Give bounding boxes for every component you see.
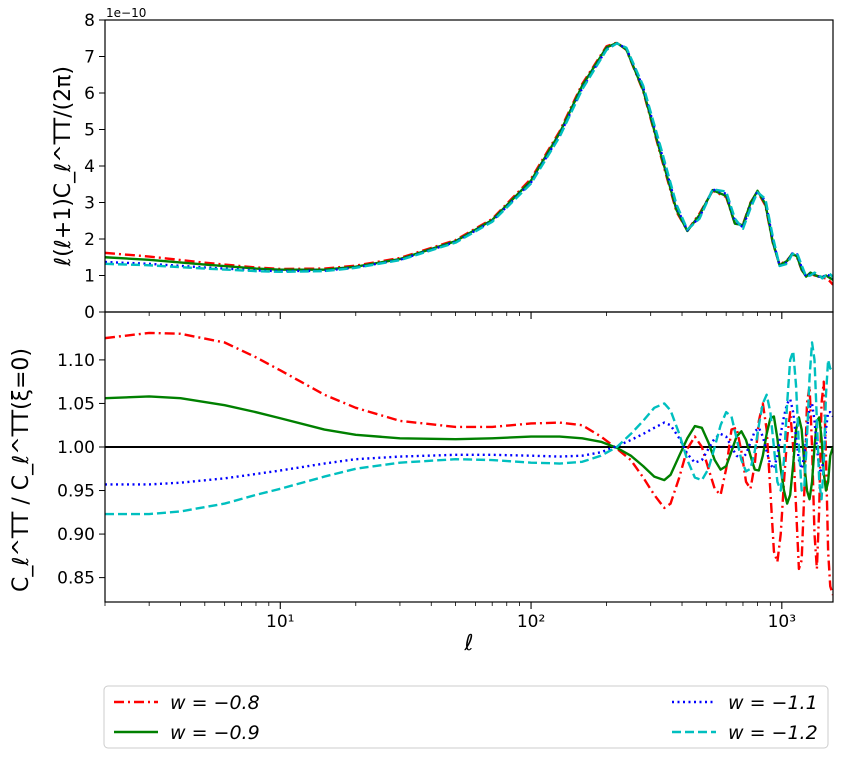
top-y-tick-label: 2 [84,230,95,250]
top-panel: 0 1 2 3 4 5 6 7 8 1e−10 ℓ(ℓ+1)C_ℓ^TT/(2π) [51,6,834,323]
top-y-ticks: 0 1 2 3 4 5 6 7 8 [84,11,783,323]
legend-entries: w = −0.8 w = −0.9 w = −1.1 w = −1.2 [114,692,818,744]
bottom-y-tick-label: 1.05 [57,394,95,414]
top-y-tick-label: 4 [84,157,95,177]
bottom-y-tick-label: 0.85 [57,569,95,589]
top-y-tick-label: 1 [84,267,95,287]
bottom-series-line-w-1-1 [105,397,833,486]
top-series-group [105,41,833,286]
bottom-y-tick-label: 0.90 [57,525,95,545]
top-y-tick-label: 5 [84,121,95,141]
top-y-tick-label: 3 [84,194,95,214]
top-offset-text: 1e−10 [106,6,146,20]
legend-label-w-1-1: w = −1.1 [728,692,818,714]
top-series-line-w-1-2 [105,42,833,280]
top-y-tick-label: 6 [84,84,95,104]
bottom-panel: 0.85 0.90 0.95 1.00 1.05 1.10 10¹ 10² 10³ C_ℓ^T… [9,311,834,656]
top-series-line-w-0-9 [105,41,833,281]
bottom-series-group [105,331,833,596]
bottom-y-axis-title: C_ℓ^TT / C_ℓ^TT(ξ=0) [9,348,34,592]
bottom-y-ticks: 0.85 0.90 0.95 1.00 1.05 1.10 [57,351,105,589]
bottom-series-line-w-0-9 [105,395,833,505]
x-axis-title: ℓ [463,631,473,656]
top-series-line-w-1-1 [105,42,833,280]
x-tick-label: 10² [517,612,545,632]
bottom-plot-frame [104,311,834,603]
bottom-x-ticks: 10¹ 10² 10³ [104,602,796,632]
x-tick-label: 10³ [768,612,796,632]
legend-label-w-0-9: w = −0.9 [170,722,260,744]
top-y-tick-label: 8 [84,11,95,31]
bottom-y-tick-label: 0.95 [57,482,95,502]
legend: w = −0.8 w = −0.9 w = −1.1 w = −1.2 [103,685,829,749]
x-tick-label: 10¹ [266,612,294,632]
bottom-series-line-w-1-2 [105,341,833,516]
top-series-line-w-0-8 [105,41,833,286]
bottom-series-line-w-0-8 [105,331,833,596]
top-y-tick-label: 7 [84,48,95,68]
top-y-tick-label: 0 [84,303,95,323]
legend-label-w-1-2: w = −1.2 [728,722,818,744]
legend-label-w-0-8: w = −0.8 [170,692,260,714]
bottom-y-tick-label: 1.10 [57,351,95,371]
bottom-y-tick-label: 1.00 [57,438,95,458]
top-y-axis-title: ℓ(ℓ+1)C_ℓ^TT/(2π) [51,66,76,267]
legend-frame [103,685,829,749]
